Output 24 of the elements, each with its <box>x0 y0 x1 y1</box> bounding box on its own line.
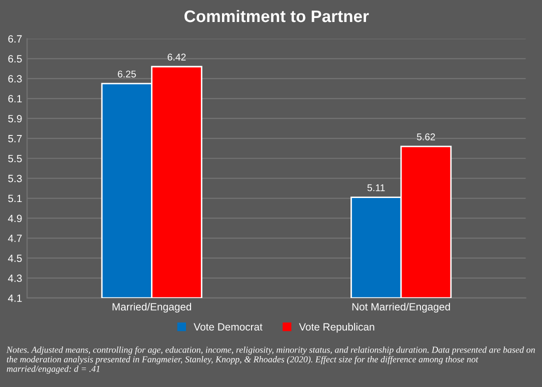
legend-label: Vote Democrat <box>194 323 262 331</box>
y-tick-label: 5.1 <box>8 194 22 202</box>
chart-title: Commitment to Partner <box>184 10 369 22</box>
y-tick-label: 6.5 <box>8 55 22 63</box>
legend-label: Vote Republican <box>299 322 374 333</box>
y-tick-label: 5.3 <box>8 174 22 182</box>
data-label: 6.25 <box>118 70 136 78</box>
y-tick-label: 4.5 <box>8 254 22 262</box>
y-tick-label: 6.3 <box>8 75 22 82</box>
y-tick-label: 5.5 <box>8 154 22 162</box>
y-tick-label: 6.7 <box>8 35 22 43</box>
data-label: 5.11 <box>367 184 385 192</box>
x-tick-label: Not Married/Engaged <box>352 302 450 313</box>
y-tick-label: 5.9 <box>8 114 22 122</box>
data-label: 5.62 <box>416 133 435 140</box>
data-label: 6.42 <box>168 54 186 61</box>
y-tick-label: 6.1 <box>8 95 22 102</box>
text: Notes. Adjusted means, controlling for age, education, income, religiosity, minority status, and relationship duration. Data presented are based on the moderation analysis presented in Fangmeier, Stanley, Knopp, & Rhoades (2020). Effect size for the difference among those not married/engaged: d = .41 <box>6 346 535 374</box>
y-tick-label: 4.3 <box>8 274 22 282</box>
y-tick-label: 4.9 <box>8 214 22 222</box>
y-tick-label: 4.1 <box>8 294 22 302</box>
x-tick-label: Married/Engaged <box>112 302 192 313</box>
y-tick-label: 5.7 <box>8 135 22 142</box>
y-tick-label: 4.7 <box>8 234 22 242</box>
